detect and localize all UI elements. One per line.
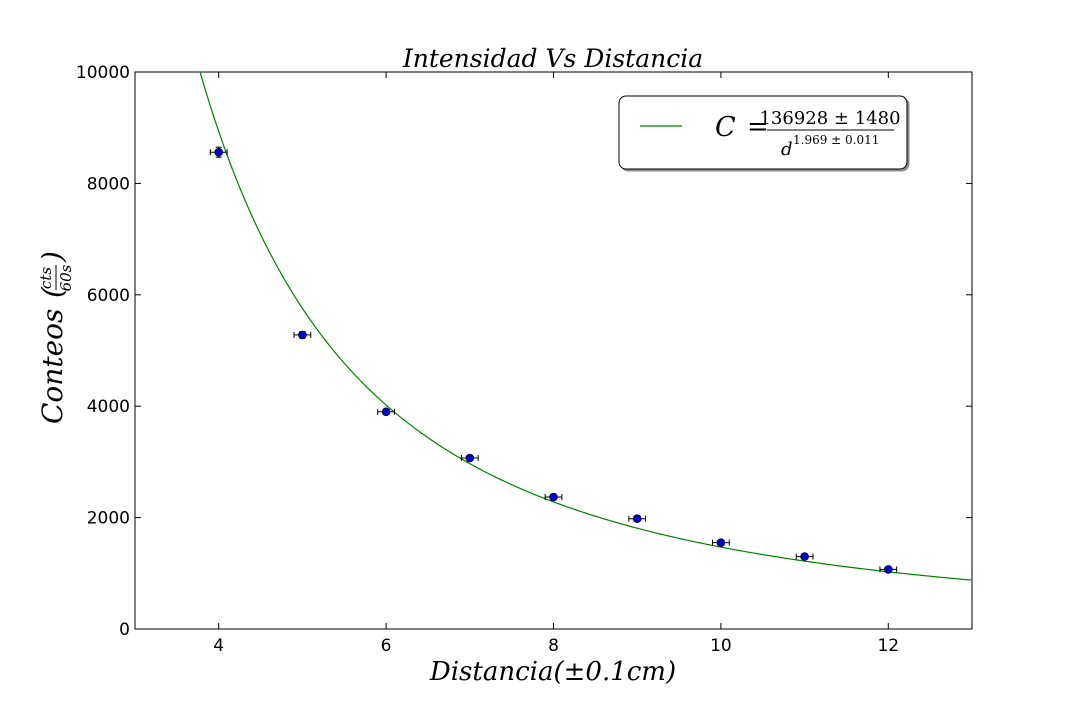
- x-tick-label: 12: [877, 636, 899, 656]
- legend-equals: =: [747, 112, 769, 142]
- data-point: [298, 330, 307, 340]
- x-axis: 4 6 8 10 12: [213, 72, 899, 656]
- data-point: [549, 492, 558, 502]
- data-series: [209, 146, 898, 574]
- legend: C = 136928 ± 1480 d 1.969 ± 0.011: [618, 95, 908, 170]
- data-point: [716, 538, 726, 547]
- y-tick-label: 0: [119, 620, 130, 640]
- data-point: [214, 147, 223, 157]
- data-point: [465, 453, 475, 463]
- x-tick-label: 10: [710, 636, 732, 656]
- y-tick-label: 10000: [76, 63, 130, 83]
- data-point: [883, 565, 893, 574]
- y-axis-label-numerator: cts: [37, 267, 55, 289]
- y-axis: 0 2000 4000 6000 8000 10000: [76, 63, 972, 640]
- fit-curve: [199, 72, 972, 581]
- data-point: [800, 552, 809, 561]
- x-tick-label: 6: [381, 636, 392, 656]
- y-tick-label: 6000: [87, 286, 130, 306]
- legend-lhs: C: [715, 112, 736, 143]
- y-axis-label-open-paren: (: [36, 286, 69, 298]
- y-tick-label: 2000: [87, 509, 130, 529]
- y-axis-label-main: Conteos: [36, 309, 69, 424]
- y-axis-label-denominator: 60s: [57, 264, 75, 291]
- x-tick-label: 8: [548, 636, 559, 656]
- legend-numerator: 136928 ± 1480: [759, 108, 900, 129]
- chart-title: Intensidad Vs Distancia: [402, 44, 703, 73]
- y-tick-label: 8000: [87, 174, 130, 194]
- legend-denominator-exponent: 1.969 ± 0.011: [793, 133, 879, 147]
- y-tick-label: 4000: [87, 397, 130, 417]
- data-point: [632, 514, 642, 524]
- legend-box: [618, 95, 908, 170]
- x-tick-label: 4: [213, 636, 224, 656]
- data-point: [381, 407, 391, 417]
- y-axis-label-close-paren: ): [36, 251, 69, 263]
- y-axis-label: Conteos ( cts 60s ): [36, 251, 75, 424]
- x-axis-label: Distancia(±0.1cm): [429, 657, 676, 687]
- legend-denominator-base: d: [781, 139, 793, 160]
